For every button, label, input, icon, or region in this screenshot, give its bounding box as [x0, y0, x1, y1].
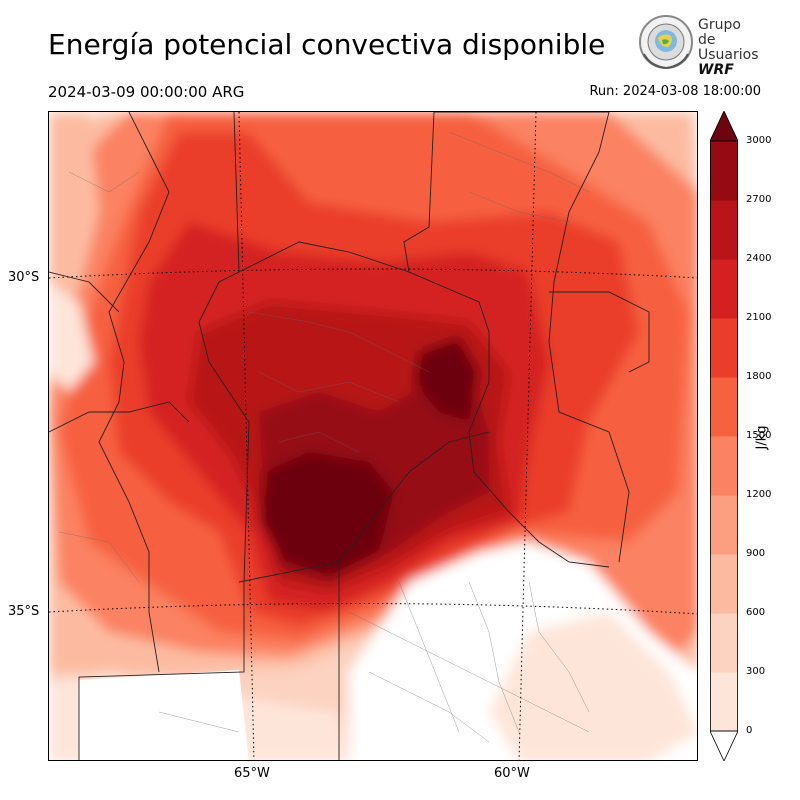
colorbar-bin: [710, 672, 738, 732]
colorbar-tick-label: 2400: [746, 253, 772, 264]
department-borders: [58, 131, 590, 743]
colorbar-bin: [710, 141, 738, 201]
valid-time-label: 2024-03-09 00:00:00 ARG: [48, 83, 245, 101]
colorbar-tick-label: 0: [746, 725, 753, 736]
colorbar-bin: [710, 613, 738, 673]
cape-field: [49, 112, 697, 760]
lon-label-60w: 60°W: [494, 766, 530, 781]
logo-line2: Usuarios: [698, 47, 759, 63]
lat-label-35s: 35°S: [8, 604, 40, 619]
wrf-logo: Grupo de Usuarios WRF: [638, 14, 759, 78]
lat-label-30s: 30°S: [8, 270, 40, 285]
colorbar-unit: J/kg: [754, 425, 770, 450]
colorbar-bin: [710, 495, 738, 555]
colorbar-tick-label: 1500: [746, 430, 772, 441]
colorbar-tick-label: 2700: [746, 194, 772, 205]
colorbar-tick-label: 1200: [746, 489, 772, 500]
run-time-label: Run: 2024-03-08 18:00:00: [589, 84, 761, 99]
colorbar-bin: [710, 554, 738, 614]
province-borders: [49, 112, 650, 760]
colorbar-tick-label: 1800: [746, 371, 772, 382]
colorbar-bin: [710, 436, 738, 496]
colorbar-tick-label: 900: [746, 548, 766, 559]
colorbar-bin: [710, 259, 738, 319]
lon-label-65w: 65°W: [234, 766, 270, 781]
colorbar-tick-label: 300: [746, 666, 766, 677]
colorbar-tick-label: 3000: [746, 135, 772, 146]
colorbar-extend-max: [710, 111, 738, 142]
colorbar-bin: [710, 377, 738, 437]
logo-line1: Grupo de: [698, 17, 741, 48]
colorbar: [710, 111, 738, 761]
colorbar-bin: [710, 318, 738, 378]
colorbar-bin: [710, 200, 738, 260]
colorbar-tick-label: 600: [746, 607, 766, 618]
cape-map: [48, 111, 698, 761]
chart-title: Energía potencial convectiva disponible: [48, 28, 606, 61]
colorbar-tick-label: 2100: [746, 312, 772, 323]
wrf-globe-icon: [639, 15, 693, 70]
logo-line3: WRF: [698, 62, 734, 78]
graticule: [49, 112, 697, 760]
colorbar-extend-min: [710, 730, 738, 761]
